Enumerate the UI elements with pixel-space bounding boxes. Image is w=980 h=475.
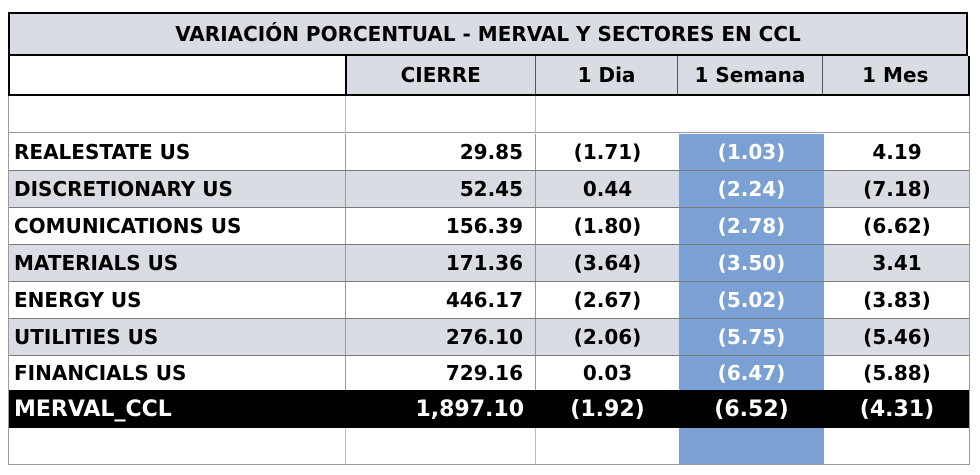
mes-value: (5.88) (863, 361, 931, 385)
spacer-cell (824, 96, 970, 132)
table-row: DISCRETIONARY US 52.45 0.44 (2.24) (7.18… (8, 171, 970, 208)
mes-value: 3.41 (872, 251, 922, 275)
spacer-cell (536, 96, 679, 132)
table-row: UTILITIES US 276.10 (2.06) (5.75) (5.46) (8, 319, 970, 356)
header-1-mes: 1 Mes (862, 63, 929, 87)
total-semana: (6.52) (679, 390, 824, 428)
semana-value: (3.50) (679, 245, 824, 281)
spacer-cell-highlight (679, 428, 824, 464)
spacer-cell (346, 428, 536, 464)
header-row: CIERRE 1 Dia 1 Semana 1 Mes (8, 56, 970, 96)
dia-value: (1.80) (573, 214, 642, 238)
row-label: REALESTATE US (8, 134, 346, 170)
mes-value: (6.62) (863, 214, 931, 238)
cierre-value: 171.36 (346, 245, 536, 281)
semana-value: (5.02) (679, 282, 824, 318)
table-row: ENERGY US 446.17 (2.67) (5.02) (3.83) (8, 282, 970, 319)
semana-value: (5.75) (679, 319, 824, 355)
semana-value: (6.47) (679, 356, 824, 390)
table-border-right (969, 96, 970, 464)
mes-value: (7.18) (863, 177, 931, 201)
dia-value: (2.67) (573, 288, 642, 312)
mes-value: 4.19 (872, 140, 922, 164)
total-cierre: 1,897.10 (415, 396, 524, 422)
header-cell-empty (10, 56, 347, 94)
cierre-value: 52.45 (346, 171, 536, 207)
spacer-row-top (8, 96, 970, 133)
mes-value: (3.83) (863, 288, 931, 312)
total-dia: (1.92) (570, 396, 645, 422)
spacer-row-bottom (8, 428, 970, 465)
row-label: DISCRETIONARY US (8, 171, 346, 207)
dia-value: (3.64) (573, 251, 642, 275)
row-label: ENERGY US (8, 282, 346, 318)
semana-value: (1.03) (679, 134, 824, 170)
semana-value: (2.78) (679, 208, 824, 244)
semana-value: (2.24) (679, 171, 824, 207)
mes-value: (5.46) (863, 325, 931, 349)
spacer-cell (679, 96, 824, 132)
table-title: VARIACIÓN PORCENTUAL - MERVAL Y SECTORES… (8, 12, 968, 56)
row-label: MATERIALS US (8, 245, 346, 281)
cierre-value: 276.10 (346, 319, 536, 355)
spacer-cell (346, 96, 536, 132)
cierre-value: 729.16 (346, 356, 536, 390)
header-1-semana: 1 Semana (678, 56, 823, 94)
total-mes: (4.31) (859, 396, 935, 422)
total-label: MERVAL_CCL (14, 396, 172, 422)
table-row: FINANCIALS US 729.16 0.03 (6.47) (5.88) (8, 356, 970, 391)
table-row: REALESTATE US 29.85 (1.71) (1.03) 4.19 (8, 134, 970, 171)
dia-value: (1.71) (573, 140, 642, 164)
row-label: FINANCIALS US (8, 356, 346, 390)
total-row: MERVAL_CCL 1,897.10 (1.92) (6.52) (4.31) (8, 390, 970, 428)
table-row: MATERIALS US 171.36 (3.64) (3.50) 3.41 (8, 245, 970, 282)
spacer-cell (8, 428, 346, 464)
dia-value: (2.06) (573, 325, 642, 349)
cierre-value: 446.17 (346, 282, 536, 318)
spacer-cell (8, 96, 346, 132)
dia-value: 0.03 (582, 361, 633, 385)
row-label: COMUNICATIONS US (8, 208, 346, 244)
cierre-value: 29.85 (346, 134, 536, 170)
row-label: UTILITIES US (8, 319, 346, 355)
spacer-cell (824, 428, 970, 464)
table-row: COMUNICATIONS US 156.39 (1.80) (2.78) (6… (8, 208, 970, 245)
header-1-dia: 1 Dia (536, 56, 679, 94)
spacer-cell (536, 428, 679, 464)
cierre-value: 156.39 (346, 208, 536, 244)
header-cierre: CIERRE (347, 56, 536, 94)
dia-value: 0.44 (582, 177, 633, 201)
table-border-left (8, 96, 9, 464)
